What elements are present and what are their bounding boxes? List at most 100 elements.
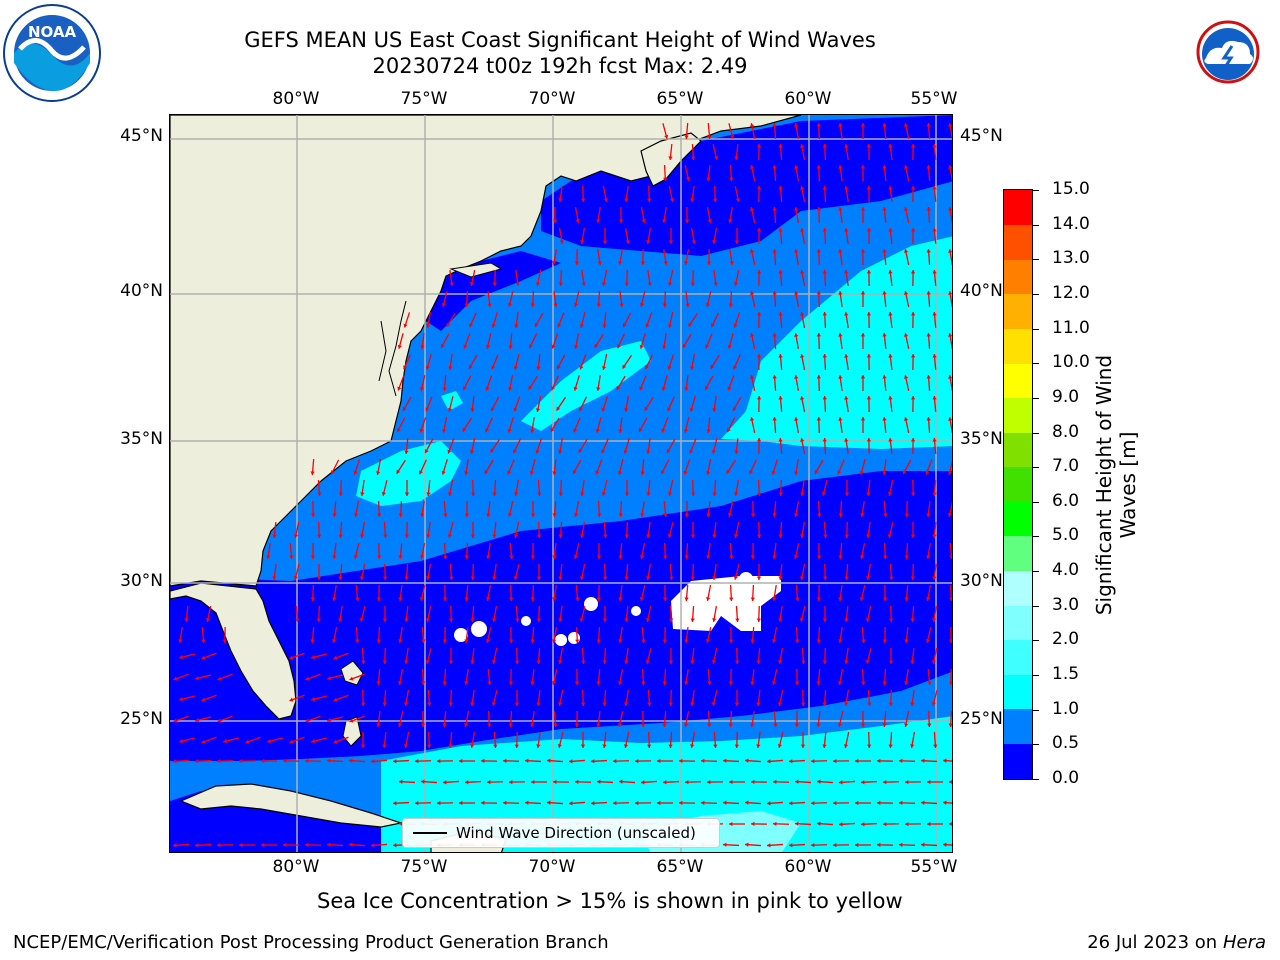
colorbar-segment	[1004, 743, 1032, 779]
colorbar-tick-label: 10.0	[1052, 352, 1090, 373]
wave-direction-arrow	[404, 480, 410, 496]
wave-direction-arrow	[706, 779, 724, 785]
wave-direction-arrow	[948, 333, 952, 349]
wave-direction-arrow	[360, 479, 365, 497]
no-data-region	[454, 628, 468, 642]
colorbar-segment	[1004, 466, 1032, 502]
wave-direction-arrow	[733, 312, 741, 328]
wave-direction-arrow	[948, 626, 952, 644]
colorbar-tick-label: 3.0	[1052, 594, 1080, 615]
wave-direction-arrow	[490, 396, 500, 412]
wave-direction-arrow	[712, 228, 718, 244]
footer-machine: Hera	[1222, 932, 1266, 953]
wave-direction-arrow	[310, 584, 315, 602]
colorbar-title: Significant Height of Wind Waves [m]	[1092, 355, 1140, 615]
wave-direction-arrow	[865, 606, 872, 622]
wave-direction-arrow	[508, 375, 514, 391]
lon-label-bottom-80w: 80°W	[272, 857, 320, 877]
wave-direction-arrow	[882, 822, 900, 827]
wave-direction-arrow	[903, 249, 910, 265]
wave-direction-arrow	[947, 459, 952, 475]
wave-direction-arrow	[508, 626, 514, 644]
wave-direction-arrow	[706, 248, 712, 266]
wave-direction-arrow	[419, 417, 427, 433]
wave-direction-arrow	[624, 647, 629, 665]
wave-direction-arrow	[646, 521, 651, 539]
wave-direction-arrow	[327, 716, 343, 723]
wave-direction-arrow	[706, 416, 711, 434]
wave-direction-arrow	[537, 479, 542, 497]
wave-direction-arrow	[722, 800, 740, 805]
wave-direction-arrow	[530, 500, 536, 518]
wave-direction-arrow	[882, 374, 887, 392]
wave-direction-arrow	[660, 459, 670, 475]
wave-direction-arrow	[777, 690, 784, 706]
wave-direction-arrow	[932, 563, 937, 581]
wave-direction-arrow	[552, 779, 570, 785]
wave-direction-arrow	[396, 417, 406, 433]
wave-direction-arrow	[942, 842, 952, 847]
wave-direction-arrow	[684, 122, 689, 140]
wave-direction-arrow	[310, 542, 316, 560]
wave-direction-arrow	[888, 185, 893, 203]
wave-direction-arrow	[546, 800, 564, 805]
wave-direction-arrow	[926, 290, 931, 308]
lon-label-top-65w: 65°W	[656, 89, 704, 109]
wave-direction-arrow	[502, 800, 520, 805]
wave-direction-arrow	[639, 585, 646, 601]
wave-direction-arrow	[403, 354, 411, 370]
wave-direction-arrow	[859, 459, 866, 475]
wave-direction-arrow	[855, 842, 871, 848]
colorbar-tick-label: 12.0	[1052, 282, 1090, 303]
wave-direction-arrow	[392, 801, 410, 806]
wave-direction-arrow	[580, 732, 586, 748]
wave-direction-arrow	[822, 353, 827, 371]
wave-direction-arrow	[816, 374, 821, 392]
wave-direction-arrow	[669, 563, 674, 581]
wave-direction-arrow	[596, 206, 601, 224]
wave-direction-arrow	[903, 123, 910, 139]
wave-direction-arrow	[618, 206, 624, 224]
wave-direction-arrow	[420, 710, 426, 728]
wave-direction-arrow	[866, 185, 872, 203]
wave-direction-arrow	[690, 354, 696, 370]
wave-direction-arrow	[888, 648, 894, 664]
land-bahamas	[342, 716, 362, 747]
wave-direction-arrow	[882, 626, 888, 644]
wave-direction-arrow	[447, 480, 454, 496]
wave-direction-arrow	[440, 333, 450, 349]
wave-direction-arrow	[778, 311, 783, 329]
wave-direction-arrow	[370, 843, 388, 848]
wave-direction-arrow	[333, 694, 349, 702]
wave-direction-arrow	[601, 438, 609, 454]
wave-direction-arrow	[794, 417, 800, 433]
wave-direction-arrow	[360, 732, 366, 748]
wave-direction-arrow	[684, 206, 690, 224]
wave-direction-arrow	[515, 647, 520, 665]
colorbar-tick-mark	[1033, 397, 1039, 399]
wave-direction-arrow	[644, 354, 654, 370]
wave-direction-arrow	[617, 459, 624, 475]
land-long-island	[449, 262, 503, 278]
wave-direction-arrow	[822, 437, 827, 455]
wave-direction-arrow	[568, 759, 586, 764]
colorbar-segment	[1004, 328, 1032, 364]
wave-direction-arrow	[822, 269, 827, 287]
wave-direction-arrow	[581, 647, 586, 665]
wave-direction-arrow	[634, 800, 652, 806]
wave-direction-arrow	[744, 758, 762, 763]
wave-direction-arrow	[794, 501, 800, 517]
wave-direction-arrow	[426, 521, 431, 539]
wave-direction-arrow	[822, 143, 827, 161]
wave-direction-arrow	[750, 584, 755, 602]
wave-direction-arrow	[816, 626, 821, 644]
wave-direction-arrow	[515, 269, 520, 287]
wave-direction-arrow	[590, 759, 608, 764]
wave-direction-arrow	[647, 185, 652, 203]
wave-direction-arrow	[860, 249, 866, 265]
wave-direction-arrow	[487, 668, 492, 686]
wave-direction-arrow	[888, 353, 893, 371]
wave-direction-arrow	[359, 564, 366, 580]
wave-direction-arrow	[816, 584, 822, 602]
colorbar-tick-mark	[1033, 605, 1039, 607]
